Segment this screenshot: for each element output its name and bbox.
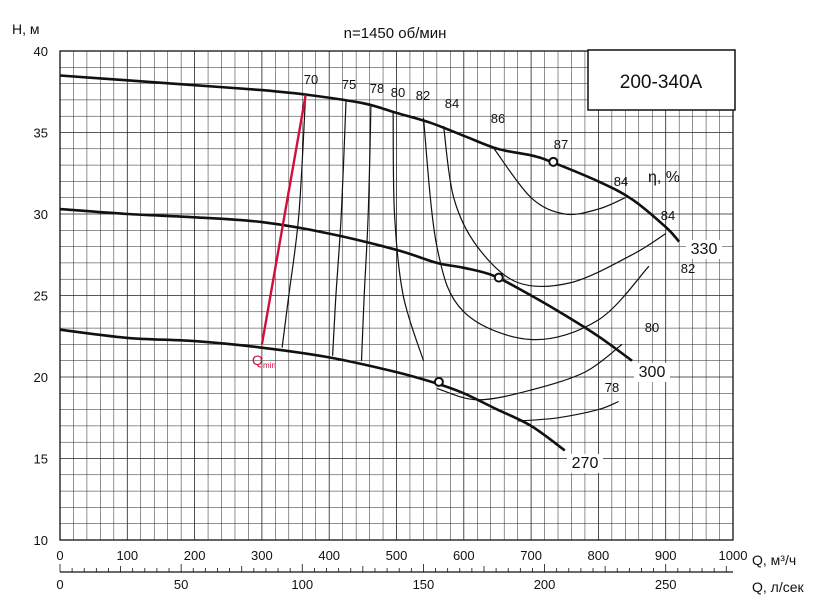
plot-frame [59, 50, 734, 541]
x2-tick-label: 100 [291, 577, 313, 592]
efficiency-axis-label: η, % [648, 169, 680, 186]
x2-tick-label: 50 [174, 577, 188, 592]
x-tick-label: 1000 [719, 548, 748, 563]
efficiency-curve-80 [436, 343, 623, 401]
efficiency-label-75: 75 [342, 77, 356, 92]
y-tick-label: 20 [34, 370, 48, 385]
efficiency-curve-78 [360, 106, 372, 361]
efficiency-label-84: 84 [445, 96, 459, 111]
efficiency-label-86: 86 [491, 111, 505, 126]
efficiency-label-78: 78 [370, 81, 384, 96]
x-tick-label: 800 [588, 548, 610, 563]
efficiency-label-82: 82 [416, 88, 430, 103]
efficiency-label-70: 70 [304, 72, 318, 87]
efficiency-label-84: 84 [661, 208, 675, 223]
x-tick-label: 0 [56, 548, 63, 563]
x2-tick-label: 150 [413, 577, 435, 592]
grid [59, 50, 734, 541]
x2-axis-label: Q, л/сек [752, 579, 805, 595]
y-tick-label: 25 [34, 289, 48, 304]
curve-label-bg [567, 454, 603, 473]
model-label: 200-340А [620, 72, 703, 93]
efficiency-label-80: 80 [391, 85, 405, 100]
y-tick-label: 35 [34, 126, 48, 141]
efficiency-label-78: 78 [605, 380, 619, 395]
head-curve-300 [59, 207, 633, 362]
qmin-label: Q [252, 352, 263, 368]
efficiency-label-80: 80 [645, 320, 659, 335]
x-tick-label: 500 [386, 548, 408, 563]
head-curves [59, 74, 681, 452]
head-curve-270 [59, 328, 566, 452]
operating-point [548, 156, 559, 167]
operating-point-label: 87 [554, 137, 568, 152]
efficiency-label-82: 82 [681, 261, 695, 276]
y-axis-label: H, м [12, 21, 40, 37]
y-tick-label: 10 [34, 533, 48, 548]
x2-tick-label: 0 [56, 577, 63, 592]
curve-label-270: 270 [572, 455, 599, 472]
efficiency-curves: 70 75 78 80 82 84 84 84 82 80 78 86 [281, 72, 695, 422]
operating-point [493, 272, 504, 283]
x-tick-label: 700 [520, 548, 542, 563]
x-axis-label: Q, м³/ч [752, 552, 796, 568]
x-tick-label: 200 [184, 548, 206, 563]
efficiency-curve-75 [332, 101, 347, 356]
y-tick-label: 40 [34, 44, 48, 59]
x2-tick-label: 250 [655, 577, 677, 592]
x-tick-label: 400 [318, 548, 340, 563]
efficiency-curve-78 [517, 400, 619, 422]
chart-title: n=1450 об/мин [344, 25, 447, 42]
qmin-subscript: min [263, 361, 276, 370]
efficiency-curve-84 [493, 148, 626, 216]
x-tick-label: 300 [251, 548, 273, 563]
axes [59, 50, 734, 573]
curve-label-300: 300 [639, 364, 666, 381]
efficiency-label-84: 84 [614, 174, 628, 189]
qmin-line [260, 94, 307, 345]
x2-tick-label: 200 [534, 577, 556, 592]
curve-label-bg [634, 363, 670, 382]
y-tick-label: 30 [34, 207, 48, 222]
head-curve-330 [59, 74, 681, 243]
annotations: 87 330 300 270 Q min [252, 137, 722, 473]
x-tick-label: 900 [655, 548, 677, 563]
efficiency-curve-84 [443, 125, 667, 288]
efficiency-curve-82 [422, 117, 650, 341]
operating-point [433, 376, 444, 387]
y-tick-label: 15 [34, 452, 48, 467]
curve-label-bg [686, 240, 722, 259]
model-label-box [587, 49, 736, 111]
x-tick-label: 100 [116, 548, 138, 563]
curve-label-330: 330 [691, 241, 718, 258]
efficiency-curve-70 [281, 94, 307, 348]
x-tick-label: 600 [453, 548, 475, 563]
